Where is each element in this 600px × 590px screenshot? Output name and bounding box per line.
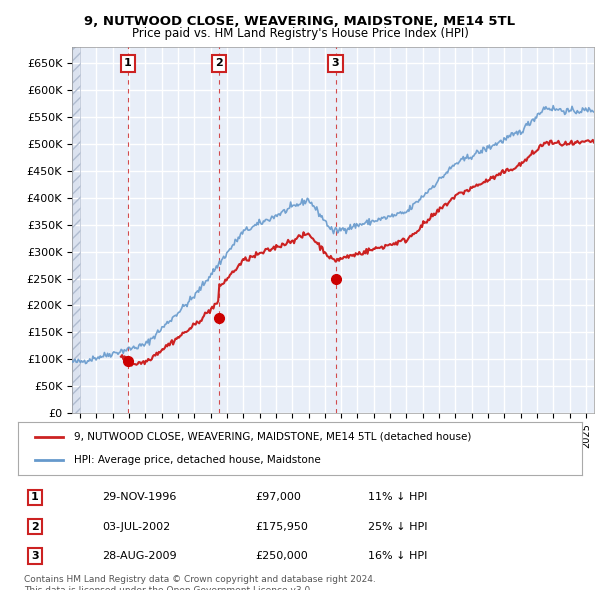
Text: 29-NOV-1996: 29-NOV-1996	[103, 493, 177, 502]
Text: 9, NUTWOOD CLOSE, WEAVERING, MAIDSTONE, ME14 5TL: 9, NUTWOOD CLOSE, WEAVERING, MAIDSTONE, …	[85, 15, 515, 28]
Text: 2: 2	[215, 58, 223, 68]
Text: £175,950: £175,950	[255, 522, 308, 532]
Text: 9, NUTWOOD CLOSE, WEAVERING, MAIDSTONE, ME14 5TL (detached house): 9, NUTWOOD CLOSE, WEAVERING, MAIDSTONE, …	[74, 432, 472, 442]
Text: 1: 1	[124, 58, 131, 68]
Text: 28-AUG-2009: 28-AUG-2009	[103, 551, 177, 560]
Text: 25% ↓ HPI: 25% ↓ HPI	[368, 522, 427, 532]
Text: Contains HM Land Registry data © Crown copyright and database right 2024.
This d: Contains HM Land Registry data © Crown c…	[24, 575, 376, 590]
Text: 2: 2	[31, 522, 39, 532]
Text: £250,000: £250,000	[255, 551, 308, 560]
Text: HPI: Average price, detached house, Maidstone: HPI: Average price, detached house, Maid…	[74, 455, 321, 465]
Text: 11% ↓ HPI: 11% ↓ HPI	[368, 493, 427, 502]
Text: £97,000: £97,000	[255, 493, 301, 502]
Text: Price paid vs. HM Land Registry's House Price Index (HPI): Price paid vs. HM Land Registry's House …	[131, 27, 469, 40]
Text: 3: 3	[31, 551, 39, 560]
Text: 16% ↓ HPI: 16% ↓ HPI	[368, 551, 427, 560]
Text: 3: 3	[332, 58, 340, 68]
Text: 1: 1	[31, 493, 39, 502]
Text: 03-JUL-2002: 03-JUL-2002	[103, 522, 171, 532]
